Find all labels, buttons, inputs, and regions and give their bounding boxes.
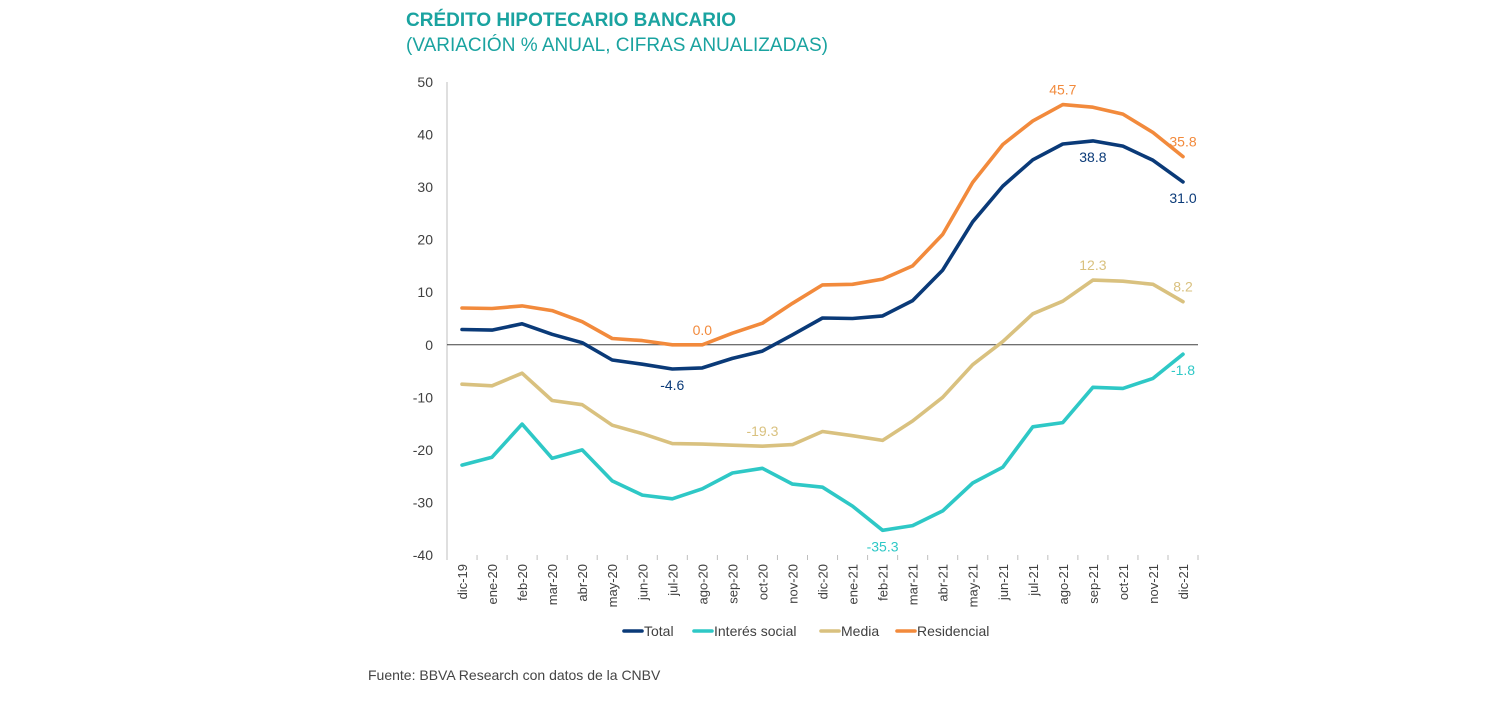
legend-label: Total [644,623,674,639]
chart-title: CRÉDITO HIPOTECARIO BANCARIO [406,10,737,31]
data-label: 38.8 [1079,149,1106,165]
x-tick-label: jun-20 [635,564,650,601]
legend-label: Media [841,623,879,639]
data-label: 8.2 [1173,279,1193,295]
data-label: -4.6 [660,377,684,393]
data-label: -19.3 [746,423,778,439]
y-tick-label: 0 [425,337,433,353]
chart-subtitle: (VARIACIÓN % ANUAL, CIFRAS ANUALIZADAS) [406,35,828,56]
y-axis: 50 40 30 20 10 0 -10 -20 -30 -40 [413,74,448,563]
data-label: -35.3 [867,538,899,554]
series-line-media [460,278,1185,449]
x-tick-label: ene-21 [846,564,861,604]
data-label: 31.0 [1169,190,1196,206]
x-axis: dic-19 ene-20 feb-20 mar-20 abr-20 may-20 jun-… [446,344,1199,607]
x-tick-label: abr-21 [936,564,951,602]
data-label: 12.3 [1079,257,1106,273]
data-labels: -4.6 38.8 31.0 -35.3 -1.8 -19.3 12.3 8.2 0.0 45.7… [660,82,1197,555]
y-tick-label: 40 [417,127,433,143]
x-tick-label: dic-20 [816,564,831,599]
x-tick-label: nov-21 [1146,564,1161,604]
y-tick-label: -40 [413,547,433,563]
x-tick-label: oct-20 [755,564,770,600]
source-note: Fuente: BBVA Research con datos de la CN… [368,667,661,683]
y-tick-label: 50 [417,74,433,90]
x-tick-label: dic-19 [455,564,470,599]
x-tick-label: ago-21 [1056,564,1071,604]
x-tick-label: may-21 [966,564,981,607]
x-tick-label: jul-20 [665,564,680,597]
x-tick-label: nov-20 [785,564,800,604]
x-tick-label: may-20 [605,564,620,607]
y-tick-label: 30 [417,179,433,195]
series-line-total [460,139,1185,371]
x-tick-label: jul-21 [1026,564,1041,597]
x-tick-label: jun-21 [996,564,1011,601]
x-tick-label: sep-20 [725,564,740,604]
data-label: 45.7 [1049,82,1076,98]
y-tick-label: -20 [413,442,433,458]
y-tick-label: 20 [417,232,433,248]
y-tick-label: 10 [417,284,433,300]
x-tick-label: dic-21 [1176,564,1191,599]
series-lines [460,102,1185,533]
y-tick-label: -30 [413,494,433,510]
data-label: 0.0 [693,322,713,338]
x-tick-label: ago-20 [695,564,710,604]
x-tick-label: mar-21 [906,564,921,605]
x-tick-label: mar-20 [545,564,560,605]
x-tick-label: ene-20 [485,564,500,604]
legend-label: Residencial [917,623,989,639]
x-tick-label: feb-20 [515,564,530,601]
y-tick-label: -10 [413,389,433,405]
series-line-inter-s-social [460,352,1185,533]
x-tick-label: sep-21 [1086,564,1101,604]
data-label: 35.8 [1169,134,1196,150]
x-tick-label: abr-20 [575,564,590,602]
legend-label: Interés social [714,623,796,639]
x-tick-label: feb-21 [876,564,891,601]
legend: Total Interés social Media Residencial [622,623,989,639]
x-tick-label: oct-21 [1116,564,1131,600]
data-label: -1.8 [1171,362,1195,378]
series-line-residencial [460,102,1185,347]
